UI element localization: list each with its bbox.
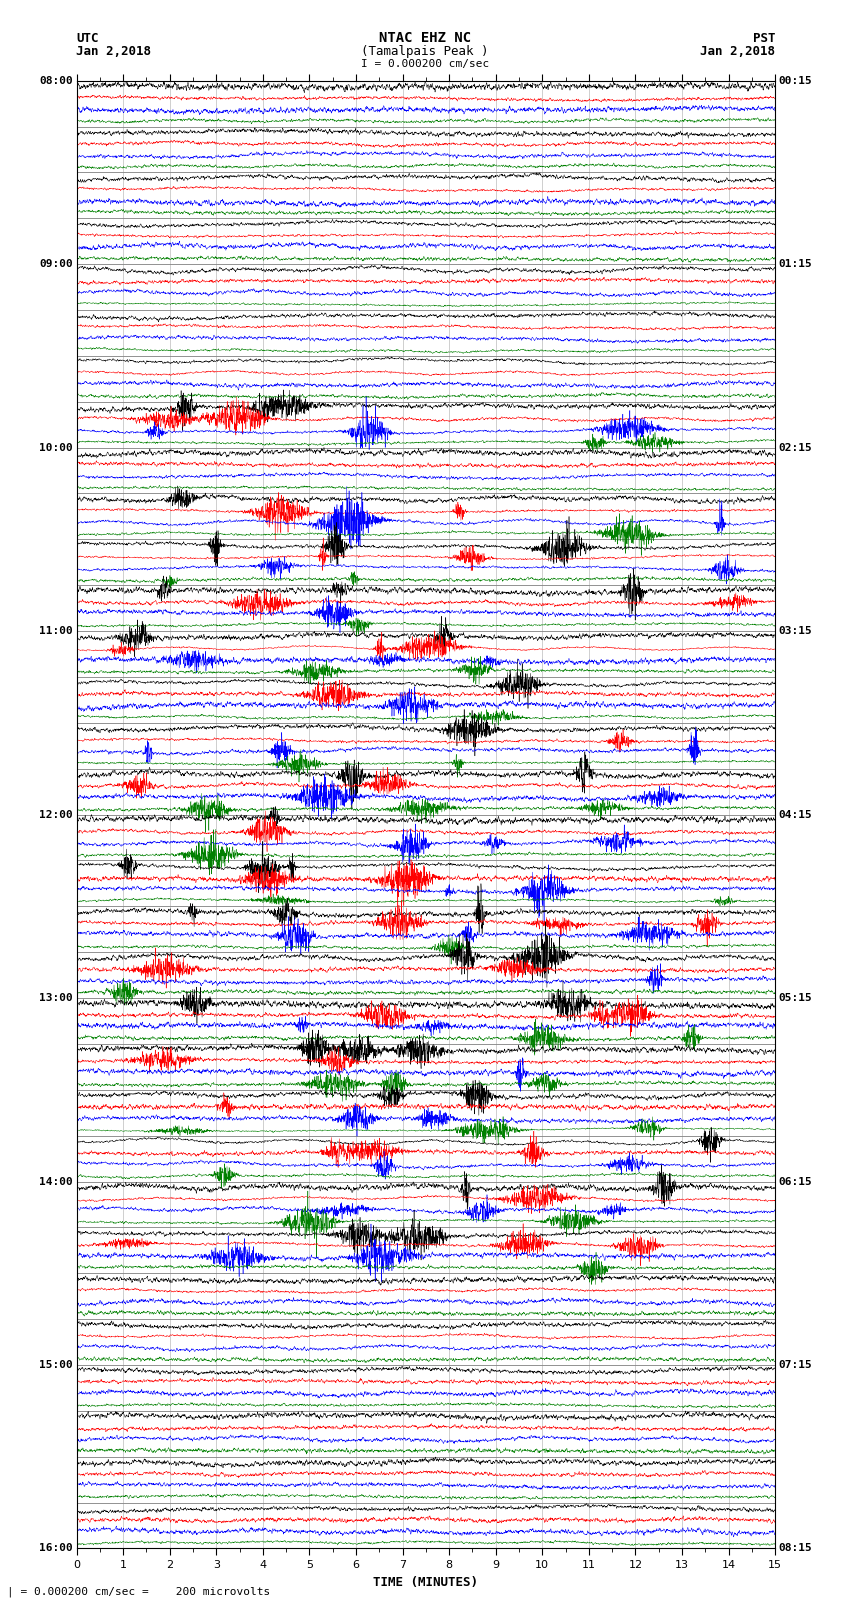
Text: I = 0.000200 cm/sec: I = 0.000200 cm/sec [361, 58, 489, 69]
Text: NTAC EHZ NC: NTAC EHZ NC [379, 31, 471, 45]
Text: 08:00: 08:00 [39, 76, 73, 85]
Text: 15:00: 15:00 [39, 1360, 73, 1369]
Text: | = 0.000200 cm/sec =    200 microvolts: | = 0.000200 cm/sec = 200 microvolts [7, 1586, 270, 1597]
Text: 06:15: 06:15 [779, 1176, 813, 1187]
Text: 09:00: 09:00 [39, 260, 73, 269]
Text: 01:15: 01:15 [779, 260, 813, 269]
Text: UTC: UTC [76, 32, 99, 45]
Text: 08:15: 08:15 [779, 1544, 813, 1553]
Text: 10:00: 10:00 [39, 442, 73, 453]
Text: 14:00: 14:00 [39, 1176, 73, 1187]
Text: Jan 2,2018: Jan 2,2018 [76, 45, 151, 58]
Text: 02:15: 02:15 [779, 442, 813, 453]
Text: 04:15: 04:15 [779, 810, 813, 819]
Text: 03:15: 03:15 [779, 626, 813, 636]
Text: Jan 2,2018: Jan 2,2018 [700, 45, 775, 58]
Text: 00:15: 00:15 [779, 76, 813, 85]
Text: PST: PST [753, 32, 775, 45]
Text: (Tamalpais Peak ): (Tamalpais Peak ) [361, 45, 489, 58]
Text: 13:00: 13:00 [39, 994, 73, 1003]
Text: 05:15: 05:15 [779, 994, 813, 1003]
Text: 07:15: 07:15 [779, 1360, 813, 1369]
Text: 11:00: 11:00 [39, 626, 73, 636]
Text: 16:00: 16:00 [39, 1544, 73, 1553]
X-axis label: TIME (MINUTES): TIME (MINUTES) [373, 1576, 479, 1589]
Text: 12:00: 12:00 [39, 810, 73, 819]
